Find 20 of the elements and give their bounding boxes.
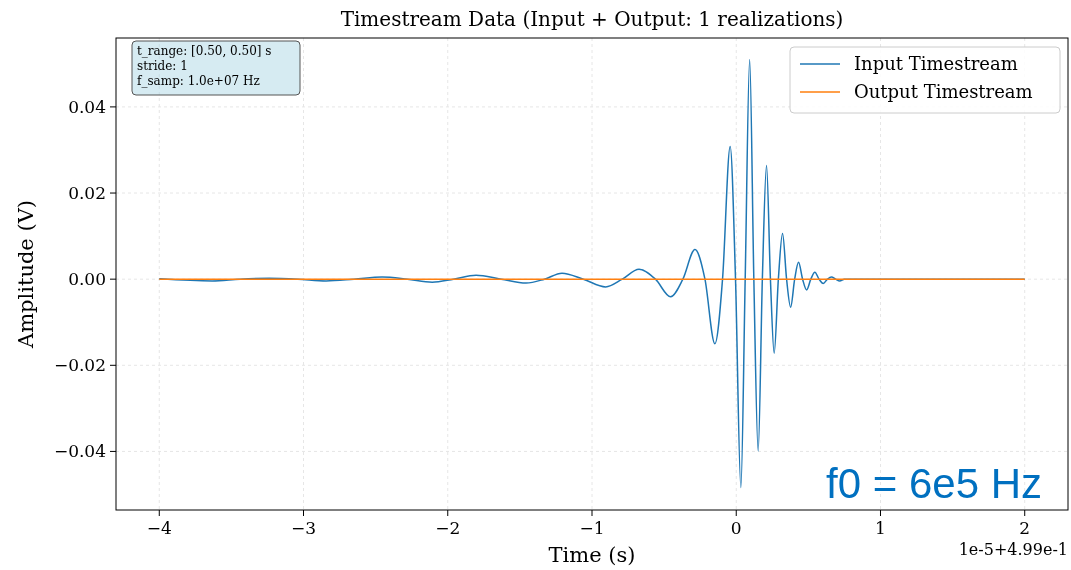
x-axis-title: Time (s) <box>548 543 636 567</box>
x-tick-label: 1 <box>875 518 886 538</box>
x-tick-label: 0 <box>730 518 742 538</box>
legend-label: Input Timestream <box>854 53 1018 74</box>
y-axis-title: Amplitude (V) <box>14 199 38 350</box>
y-tick-label: 0.00 <box>68 269 106 290</box>
x-tick-label: −1 <box>579 518 605 538</box>
x-tick-label: −3 <box>290 518 317 538</box>
x-tick-label: −2 <box>435 518 461 538</box>
y-tick-label: −0.02 <box>53 355 106 376</box>
legend-label: Output Timestream <box>854 81 1033 102</box>
y-tick-label: 0.04 <box>68 96 106 117</box>
y-tick-label: −0.04 <box>53 441 106 462</box>
annotation: f0 = 6e5 Hz <box>826 460 1042 507</box>
chart-title: Timestream Data (Input + Output: 1 realizations) <box>340 7 844 31</box>
x-tick-label: −4 <box>146 518 172 538</box>
annotation: t_range: [0.50, 0.50] s stride: 1 f_samp: 1.0e+07 Hz <box>137 44 272 88</box>
text: 1e-5+4.99e-1 <box>958 540 1068 559</box>
y-tick-label: 0.02 <box>68 183 106 204</box>
x-tick-label: 2 <box>1019 518 1031 538</box>
